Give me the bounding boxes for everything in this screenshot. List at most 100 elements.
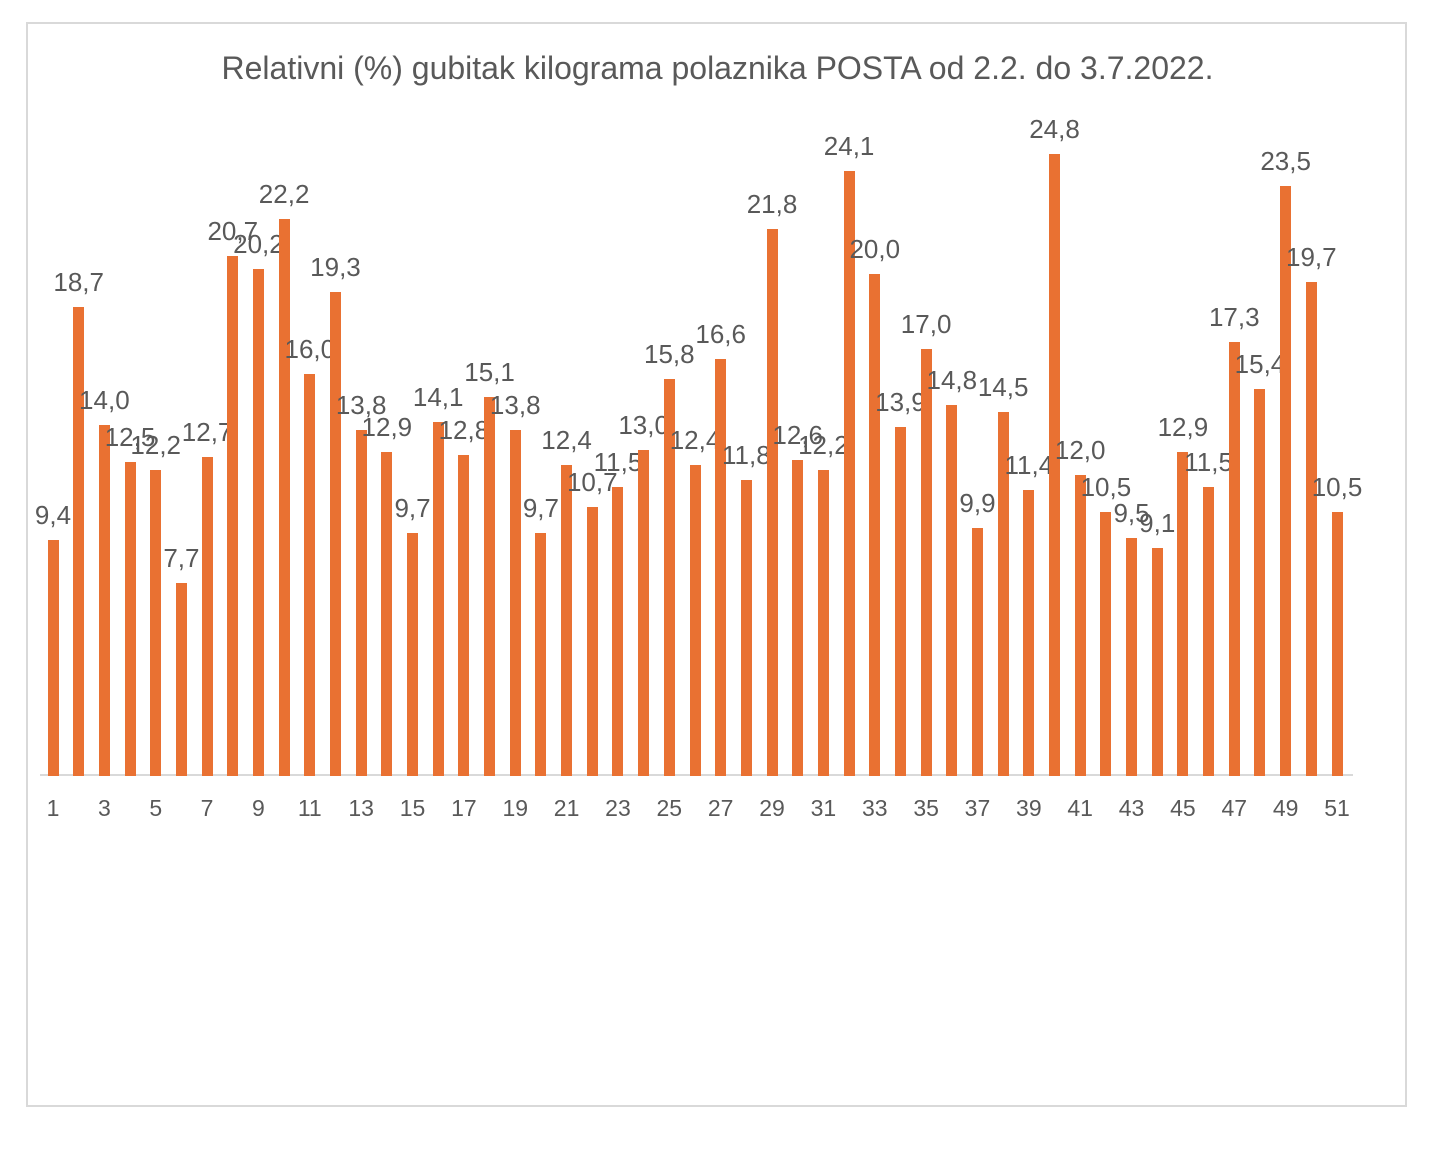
bar-value-label: 14,0 bbox=[79, 385, 130, 415]
bar bbox=[1228, 342, 1240, 776]
bar-value-label: 21,8 bbox=[746, 189, 798, 219]
x-axis-tick-label: 47 bbox=[1221, 795, 1248, 821]
bar-value-label: 20,7 bbox=[207, 216, 259, 246]
bar bbox=[98, 425, 110, 776]
bar bbox=[1074, 475, 1086, 776]
bar-value-label: 24,8 bbox=[1029, 114, 1080, 144]
x-axis-tick-label: 5 bbox=[149, 795, 163, 821]
bar bbox=[73, 307, 85, 776]
x-axis-tick-label: 33 bbox=[861, 795, 888, 821]
x-axis-tick-label: 9 bbox=[252, 795, 265, 821]
x-axis-tick-label: 43 bbox=[1118, 795, 1145, 821]
bar bbox=[150, 470, 162, 776]
bar bbox=[278, 219, 290, 776]
bar-value-label: 19,7 bbox=[1286, 242, 1337, 272]
bar-value-label: 12,8 bbox=[438, 415, 490, 445]
bar-value-label: 17,0 bbox=[900, 309, 952, 339]
bar-value-label: 10,5 bbox=[1080, 472, 1132, 502]
x-axis-tick-label: 1 bbox=[46, 795, 60, 821]
bar-value-label: 12,2 bbox=[130, 430, 182, 460]
x-axis-tick-label: 41 bbox=[1067, 795, 1093, 821]
bar-value-label: 12,7 bbox=[181, 417, 233, 447]
bar-value-label: 15,4 bbox=[1234, 349, 1286, 379]
bar bbox=[920, 349, 932, 776]
bar bbox=[1305, 282, 1317, 776]
bar-value-label: 13,0 bbox=[618, 410, 669, 440]
bar-value-label: 20,0 bbox=[849, 234, 901, 264]
bar-value-label: 10,5 bbox=[1311, 472, 1363, 502]
bar-value-label: 9,7 bbox=[522, 493, 559, 523]
bar-value-label: 19,3 bbox=[310, 252, 361, 282]
bar-value-label: 13,8 bbox=[489, 390, 541, 420]
x-axis-tick-label: 31 bbox=[810, 795, 837, 821]
bar bbox=[894, 427, 906, 776]
bar bbox=[1177, 452, 1189, 776]
bar-value-label: 15,8 bbox=[644, 339, 695, 369]
bar-value-label: 12,6 bbox=[772, 420, 824, 450]
bar bbox=[1100, 512, 1112, 776]
x-axis-tick-label: 39 bbox=[1016, 795, 1042, 821]
bar bbox=[329, 292, 341, 776]
bar-value-label: 9,1 bbox=[1139, 508, 1176, 538]
bar-value-label: 12,9 bbox=[361, 412, 413, 442]
bar bbox=[1280, 186, 1292, 776]
bar bbox=[689, 465, 701, 776]
bar bbox=[869, 274, 881, 776]
bar bbox=[1151, 548, 1163, 776]
bar-value-label: 12,4 bbox=[541, 425, 592, 455]
x-axis-tick-label: 23 bbox=[605, 795, 631, 821]
x-axis-tick-label: 19 bbox=[502, 795, 529, 821]
x-axis-tick-label: 37 bbox=[964, 795, 991, 821]
bar bbox=[1126, 538, 1138, 776]
bar-value-label: 12,4 bbox=[669, 425, 721, 455]
bar bbox=[1254, 389, 1266, 776]
bar bbox=[355, 430, 367, 776]
bar bbox=[638, 450, 650, 776]
bar bbox=[458, 455, 470, 776]
bar-value-label: 15,1 bbox=[464, 357, 515, 387]
x-axis-tick-label: 21 bbox=[553, 795, 580, 821]
bar bbox=[535, 533, 547, 776]
x-axis-tick-label: 29 bbox=[759, 795, 785, 821]
bar bbox=[817, 470, 829, 776]
bar bbox=[1203, 487, 1215, 776]
bar-value-label: 14,8 bbox=[926, 365, 978, 395]
bar bbox=[843, 171, 855, 776]
bar-value-label: 16,6 bbox=[695, 319, 746, 349]
bar-value-label: 14,5 bbox=[977, 372, 1029, 402]
bar-value-label: 12,5 bbox=[104, 422, 156, 452]
bar bbox=[484, 397, 496, 776]
bar-value-label: 11,8 bbox=[722, 440, 771, 470]
bar bbox=[175, 583, 187, 776]
bar bbox=[1023, 490, 1035, 776]
x-axis-tick-label: 15 bbox=[399, 795, 426, 821]
bar-value-label: 7,7 bbox=[163, 543, 200, 573]
bar bbox=[946, 405, 958, 776]
chart-title: Relativni (%) gubitak kilograma polaznik… bbox=[221, 50, 1214, 86]
bar-value-label: 18,7 bbox=[53, 267, 104, 297]
bar bbox=[432, 422, 444, 776]
bar-value-label: 13,9 bbox=[875, 387, 926, 417]
bar bbox=[561, 465, 573, 776]
bar bbox=[586, 507, 598, 776]
x-axis-tick-label: 45 bbox=[1170, 795, 1196, 821]
bar bbox=[715, 359, 727, 776]
bar bbox=[124, 462, 136, 776]
bar bbox=[227, 256, 239, 776]
bar bbox=[201, 457, 213, 776]
bar-value-label: 12,0 bbox=[1054, 435, 1106, 465]
x-axis-tick-label: 11 bbox=[297, 795, 322, 821]
bar-value-label: 22,2 bbox=[258, 179, 310, 209]
bar-value-label: 10,7 bbox=[566, 467, 618, 497]
bar-value-label: 16,0 bbox=[284, 334, 336, 364]
x-axis-tick-label: 51 bbox=[1324, 795, 1350, 821]
bar-value-label: 12,2 bbox=[798, 430, 849, 460]
bar bbox=[1331, 512, 1343, 776]
bar-value-label: 9,7 bbox=[394, 493, 431, 523]
x-axis-tick-label: 13 bbox=[348, 795, 374, 821]
bar-value-label: 9,9 bbox=[959, 488, 996, 518]
bar-value-label: 14,1 bbox=[412, 382, 464, 412]
bar bbox=[509, 430, 521, 776]
x-axis-tick-label: 49 bbox=[1272, 795, 1299, 821]
